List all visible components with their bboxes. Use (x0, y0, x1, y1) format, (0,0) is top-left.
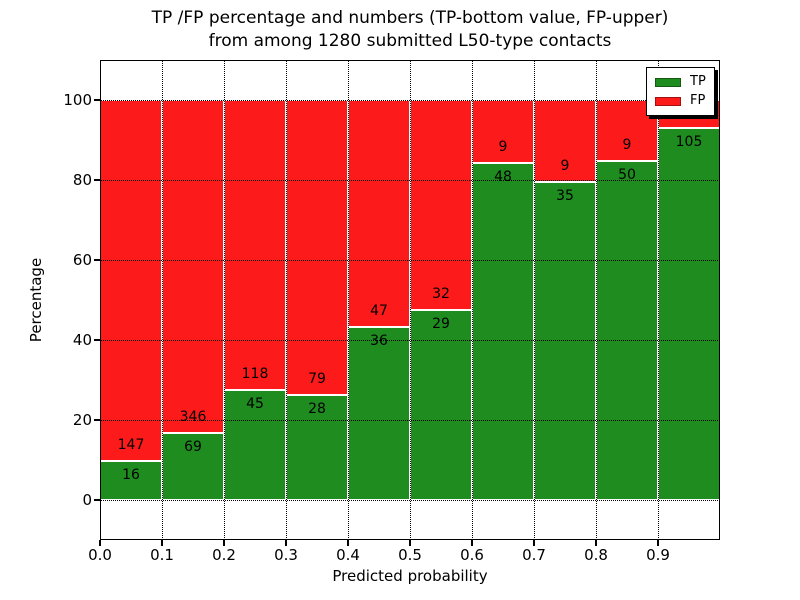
bar-fp-count-label: 118 (241, 365, 269, 382)
y-tick-label: 80 (72, 171, 92, 189)
horizontal-gridline (100, 100, 720, 101)
horizontal-gridline (100, 500, 720, 501)
tp-bar-segment (658, 128, 720, 500)
x-tick-mark (471, 540, 473, 546)
y-tick-mark (94, 259, 100, 261)
bar-fp-count-label: 9 (622, 137, 632, 154)
y-tick-label: 20 (72, 411, 92, 429)
bar-tp-count-label: 16 (122, 466, 140, 483)
tp-bar-segment (348, 326, 410, 500)
x-tick-mark (285, 540, 287, 546)
vertical-gridline (162, 60, 163, 540)
y-tick-mark (94, 419, 100, 421)
chart-title-line2: from among 1280 submitted L50-type conta… (208, 31, 612, 51)
vertical-gridline (348, 60, 349, 540)
bar-tp-count-label: 36 (370, 332, 388, 349)
fp-bar-segment (100, 100, 162, 461)
bar-fp-count-label: 9 (560, 157, 570, 174)
x-tick-label: 0.0 (88, 546, 112, 564)
vertical-gridline (410, 60, 411, 540)
y-tick-label: 100 (63, 91, 92, 109)
x-tick-mark (347, 540, 349, 546)
x-tick-mark (595, 540, 597, 546)
x-tick-label: 0.4 (336, 546, 360, 564)
chart-title: TP /FP percentage and numbers (TP-bottom… (152, 7, 669, 53)
x-tick-label: 0.3 (274, 546, 298, 564)
fp-bar-segment (410, 100, 472, 310)
fp-bar-segment (162, 100, 224, 434)
x-tick-label: 0.5 (398, 546, 422, 564)
x-tick-mark (161, 540, 163, 546)
legend-label-tp: TP (690, 74, 706, 89)
horizontal-gridline (100, 340, 720, 341)
legend: TP FP (646, 67, 715, 116)
y-axis-label: Percentage (27, 257, 45, 343)
fp-bar-segment (286, 100, 348, 396)
vertical-gridline (472, 60, 473, 540)
x-tick-label: 0.8 (584, 546, 608, 564)
horizontal-gridline (100, 180, 720, 181)
legend-item-tp: TP (655, 74, 706, 90)
plot-area: TP FP 147 16 346 69 118 45 79 28 47 36 32 29 9 48 9 35 9… (100, 60, 720, 540)
vertical-gridline (286, 60, 287, 540)
bar-fp-count-label: 79 (308, 371, 326, 388)
vertical-gridline (224, 60, 225, 540)
x-tick-label: 0.7 (522, 546, 546, 564)
fp-color-swatch (655, 96, 681, 106)
y-tick-label: 60 (72, 251, 92, 269)
fp-bar-segment (224, 100, 286, 390)
chart-title-line1: TP /FP percentage and numbers (TP-bottom… (151, 8, 669, 28)
y-tick-mark (94, 179, 100, 181)
bar-tp-count-label: 69 (184, 439, 202, 456)
bar-fp-count-label: 147 (117, 436, 145, 453)
tp-color-swatch (655, 77, 681, 87)
y-tick-label: 40 (72, 331, 92, 349)
x-tick-mark (533, 540, 535, 546)
fp-bar-segment (348, 100, 410, 327)
legend-item-fp: FP (655, 93, 706, 109)
bar-tp-count-label: 29 (432, 315, 450, 332)
y-tick-mark (94, 339, 100, 341)
x-tick-label: 0.9 (646, 546, 670, 564)
bar-tp-count-label: 45 (246, 395, 264, 412)
x-axis-label: Predicted probability (332, 567, 488, 585)
x-tick-mark (409, 540, 411, 546)
tp-bar-segment (224, 389, 286, 500)
bar-tp-count-label: 28 (308, 401, 326, 418)
horizontal-gridline (100, 260, 720, 261)
x-tick-mark (223, 540, 225, 546)
horizontal-gridline (100, 420, 720, 421)
tp-bar-segment (286, 395, 348, 500)
vertical-gridline (658, 60, 659, 540)
bar-fp-count-label: 32 (432, 285, 450, 302)
x-tick-mark (99, 540, 101, 546)
tp-bar-segment (410, 309, 472, 500)
y-tick-label: 0 (82, 491, 92, 509)
tp-bar-segment (472, 163, 534, 500)
bar-tp-count-label: 35 (556, 187, 574, 204)
tp-bar-segment (596, 161, 658, 500)
bar-tp-count-label: 50 (618, 167, 636, 184)
bar-tp-count-label: 48 (494, 169, 512, 186)
x-tick-label: 0.6 (460, 546, 484, 564)
y-tick-mark (94, 499, 100, 501)
vertical-gridline (596, 60, 597, 540)
vertical-gridline (534, 60, 535, 540)
bar-fp-count-label: 47 (370, 302, 388, 319)
bar-tp-count-label: 105 (675, 134, 703, 151)
y-tick-mark (94, 99, 100, 101)
legend-label-fp: FP (690, 93, 706, 108)
x-tick-mark (657, 540, 659, 546)
x-tick-label: 0.1 (150, 546, 174, 564)
bar-fp-count-label: 346 (179, 409, 207, 426)
x-tick-label: 0.2 (212, 546, 236, 564)
bar-fp-count-label: 9 (498, 139, 508, 156)
